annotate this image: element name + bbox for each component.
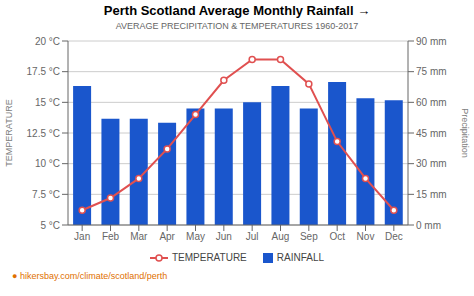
svg-text:Aug: Aug bbox=[272, 231, 290, 242]
html-text:TEMPERATURE: TEMPERATURE bbox=[172, 252, 247, 263]
svg-text:TEMPERATURE: TEMPERATURE bbox=[8, 99, 14, 166]
svg-text:15 mm: 15 mm bbox=[416, 189, 447, 200]
svg-text:17.5 °C: 17.5 °C bbox=[27, 66, 60, 77]
svg-text:0 mm: 0 mm bbox=[416, 220, 441, 231]
svg-text:30 mm: 30 mm bbox=[416, 158, 447, 169]
svg-text:Precipitation: Precipitation bbox=[460, 108, 466, 158]
svg-text:Nov: Nov bbox=[357, 231, 375, 242]
svg-text:60 mm: 60 mm bbox=[416, 97, 447, 108]
svg-text:5 °C: 5 °C bbox=[40, 220, 60, 231]
svg-text:Jul: Jul bbox=[246, 231, 259, 242]
svg-text:Dec: Dec bbox=[385, 231, 403, 242]
html-text:RAINFALL: RAINFALL bbox=[276, 252, 324, 263]
svg-text:45 mm: 45 mm bbox=[416, 128, 447, 139]
svg-text:Mar: Mar bbox=[130, 231, 148, 242]
svg-text:90 mm: 90 mm bbox=[416, 36, 447, 47]
html-text:● hikersbay.com/climate/scotla: ● hikersbay.com/climate/scotland/perth bbox=[12, 271, 168, 281]
svg-text:15 °C: 15 °C bbox=[35, 97, 60, 108]
svg-text:Sep: Sep bbox=[300, 231, 318, 242]
svg-text:12.5 °C: 12.5 °C bbox=[27, 128, 60, 139]
html-text:Perth Scotland Average Monthly: Perth Scotland Average Monthly Rainfall … bbox=[103, 3, 371, 18]
svg-text:Jan: Jan bbox=[74, 231, 90, 242]
svg-text:10 °C: 10 °C bbox=[35, 158, 60, 169]
html-text:AVERAGE PRECIPITATION & TEMPER: AVERAGE PRECIPITATION & TEMPERATURES 196… bbox=[115, 21, 359, 31]
svg-text:Oct: Oct bbox=[329, 231, 345, 242]
svg-text:20 °C: 20 °C bbox=[35, 36, 60, 47]
svg-text:75 mm: 75 mm bbox=[416, 66, 447, 77]
svg-text:Jun: Jun bbox=[216, 231, 232, 242]
svg-text:May: May bbox=[186, 231, 205, 242]
svg-text:Apr: Apr bbox=[159, 231, 175, 242]
svg-text:Feb: Feb bbox=[102, 231, 120, 242]
svg-text:7.5 °C: 7.5 °C bbox=[32, 189, 60, 200]
